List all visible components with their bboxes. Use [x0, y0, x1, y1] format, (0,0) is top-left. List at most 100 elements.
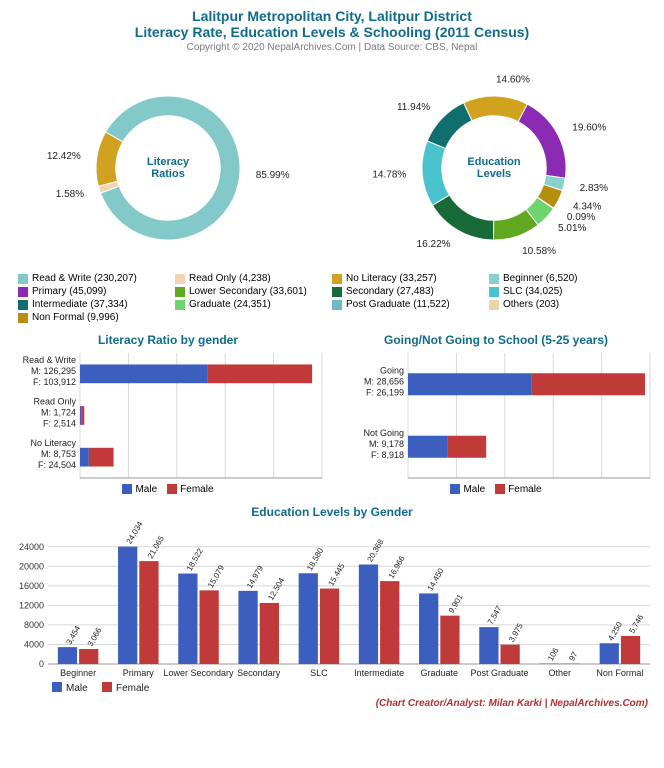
svg-text:12.42%: 12.42% — [47, 151, 81, 162]
svg-text:9,901: 9,901 — [447, 592, 465, 614]
legend-label: Others (203) — [503, 299, 559, 310]
svg-text:0: 0 — [39, 659, 44, 669]
title-block: Lalitpur Metropolitan City, Lalitpur Dis… — [8, 8, 656, 53]
legend-label: Beginner (6,520) — [503, 273, 578, 284]
legend-swatch — [175, 287, 185, 297]
svg-text:7,547: 7,547 — [486, 604, 504, 626]
svg-text:4000: 4000 — [24, 639, 44, 649]
svg-text:F: 103,912: F: 103,912 — [33, 377, 76, 387]
legend-item: Primary (45,099) — [18, 286, 175, 297]
combined-legend: Read & Write (230,207) Read Only (4,238) N… — [8, 273, 656, 323]
edu-gender-chart: 040008000120001600020000240003,4543,066B… — [8, 521, 656, 696]
svg-text:F: 8,918: F: 8,918 — [371, 450, 404, 460]
legend-swatch — [489, 274, 499, 284]
legend-swatch — [489, 300, 499, 310]
svg-text:24000: 24000 — [19, 542, 44, 552]
stacked-row: Literacy Ratio by gender Read & Write M: … — [8, 323, 656, 495]
svg-text:F: 26,199: F: 26,199 — [366, 387, 404, 397]
svg-text:No Literacy: No Literacy — [30, 438, 76, 448]
legend-label: SLC (34,025) — [503, 286, 562, 297]
literacy-donut-chart: 85.99%1.58%12.42%LiteracyRatios — [8, 59, 328, 269]
svg-text:19.60%: 19.60% — [572, 122, 606, 133]
schooling-title: Going/Not Going to School (5-25 years) — [336, 333, 656, 347]
svg-text:5.01%: 5.01% — [558, 223, 586, 234]
svg-text:M: 9,178: M: 9,178 — [369, 439, 404, 449]
legend-male-label: Male — [135, 484, 157, 495]
legend-male-label: Male — [463, 484, 485, 495]
svg-text:15,445: 15,445 — [326, 561, 346, 587]
legend-item: Secondary (27,483) — [332, 286, 489, 297]
svg-text:14.60%: 14.60% — [496, 75, 530, 86]
legend-swatch — [332, 274, 342, 284]
svg-text:Literacy: Literacy — [147, 156, 190, 168]
svg-text:Non Formal: Non Formal — [596, 668, 643, 678]
svg-text:Going: Going — [380, 365, 404, 375]
education-donut-chart: 14.60%19.60%2.83%4.34%0.09%5.01%10.58%16… — [334, 59, 654, 269]
legend-label: Read & Write (230,207) — [32, 273, 137, 284]
legend-item: SLC (34,025) — [489, 286, 646, 297]
legend-item: Others (203) — [489, 299, 646, 310]
legend-item: Beginner (6,520) — [489, 273, 646, 284]
legend-label: Lower Secondary (33,601) — [189, 286, 307, 297]
svg-text:20000: 20000 — [19, 561, 44, 571]
copyright-text: Copyright © 2020 NepalArchives.Com | Dat… — [8, 42, 656, 53]
gender-legend-2: Male Female — [336, 484, 656, 495]
legend-item: Read Only (4,238) — [175, 273, 332, 284]
svg-text:Female: Female — [116, 683, 150, 694]
legend-label: Post Graduate (11,522) — [346, 299, 450, 310]
literacy-by-gender-col: Literacy Ratio by gender Read & Write M: … — [8, 323, 328, 495]
svg-text:8000: 8000 — [24, 620, 44, 630]
literacy-gender-title: Literacy Ratio by gender — [8, 333, 328, 347]
svg-text:16000: 16000 — [19, 581, 44, 591]
svg-text:16,966: 16,966 — [387, 554, 407, 580]
schooling-col: Going/Not Going to School (5-25 years) G… — [336, 323, 656, 495]
svg-text:M: 28,656: M: 28,656 — [364, 376, 404, 386]
legend-item: Lower Secondary (33,601) — [175, 286, 332, 297]
svg-text:12000: 12000 — [19, 600, 44, 610]
legend-label: No Literacy (33,257) — [346, 273, 437, 284]
svg-text:Other: Other — [548, 668, 571, 678]
svg-text:Ratios: Ratios — [151, 168, 185, 180]
legend-label: Graduate (24,351) — [189, 299, 271, 310]
svg-text:11.94%: 11.94% — [397, 102, 430, 113]
legend-female: Female — [167, 484, 213, 495]
svg-text:5,746: 5,746 — [627, 613, 645, 635]
svg-text:1.58%: 1.58% — [56, 189, 84, 200]
svg-text:106: 106 — [546, 646, 561, 663]
svg-text:14,450: 14,450 — [426, 566, 446, 592]
svg-text:Intermediate: Intermediate — [354, 668, 404, 678]
svg-text:F: 2,514: F: 2,514 — [43, 419, 76, 429]
svg-text:12,504: 12,504 — [266, 576, 286, 602]
legend-swatch — [175, 274, 185, 284]
svg-text:SLC: SLC — [310, 668, 328, 678]
legend-male: Male — [122, 484, 157, 495]
svg-text:Primary: Primary — [123, 668, 154, 678]
svg-text:Secondary: Secondary — [237, 668, 281, 678]
svg-text:18,580: 18,580 — [305, 546, 325, 572]
legend-female-label: Female — [508, 484, 541, 495]
legend-swatch — [175, 300, 185, 310]
legend-item: Non Formal (9,996) — [18, 312, 175, 323]
legend-swatch — [18, 300, 28, 310]
svg-text:14.78%: 14.78% — [372, 170, 406, 181]
svg-text:16.22%: 16.22% — [417, 239, 451, 250]
svg-text:Beginner: Beginner — [60, 668, 96, 678]
legend-label: Secondary (27,483) — [346, 286, 434, 297]
svg-text:Levels: Levels — [477, 168, 511, 180]
title-line1: Lalitpur Metropolitan City, Lalitpur Dis… — [8, 8, 656, 24]
svg-text:20,368: 20,368 — [365, 537, 385, 563]
svg-text:3,454: 3,454 — [64, 624, 82, 646]
svg-text:Read Only: Read Only — [33, 397, 76, 407]
svg-text:97: 97 — [567, 650, 580, 663]
schooling-chart: GoingM: 28,656F: 26,199Not GoingM: 9,178… — [336, 349, 656, 484]
svg-text:Read & Write: Read & Write — [23, 355, 76, 365]
legend-item: Post Graduate (11,522) — [332, 299, 489, 310]
legend-item: Read & Write (230,207) — [18, 273, 175, 284]
svg-text:Post Graduate: Post Graduate — [470, 668, 528, 678]
svg-text:M: 1,724: M: 1,724 — [41, 408, 76, 418]
legend-swatch — [332, 287, 342, 297]
svg-text:24,034: 24,034 — [125, 521, 145, 546]
legend-male: Male — [450, 484, 485, 495]
legend-label: Intermediate (37,334) — [32, 299, 128, 310]
donut-education-col: 14.60%19.60%2.83%4.34%0.09%5.01%10.58%16… — [334, 59, 656, 269]
